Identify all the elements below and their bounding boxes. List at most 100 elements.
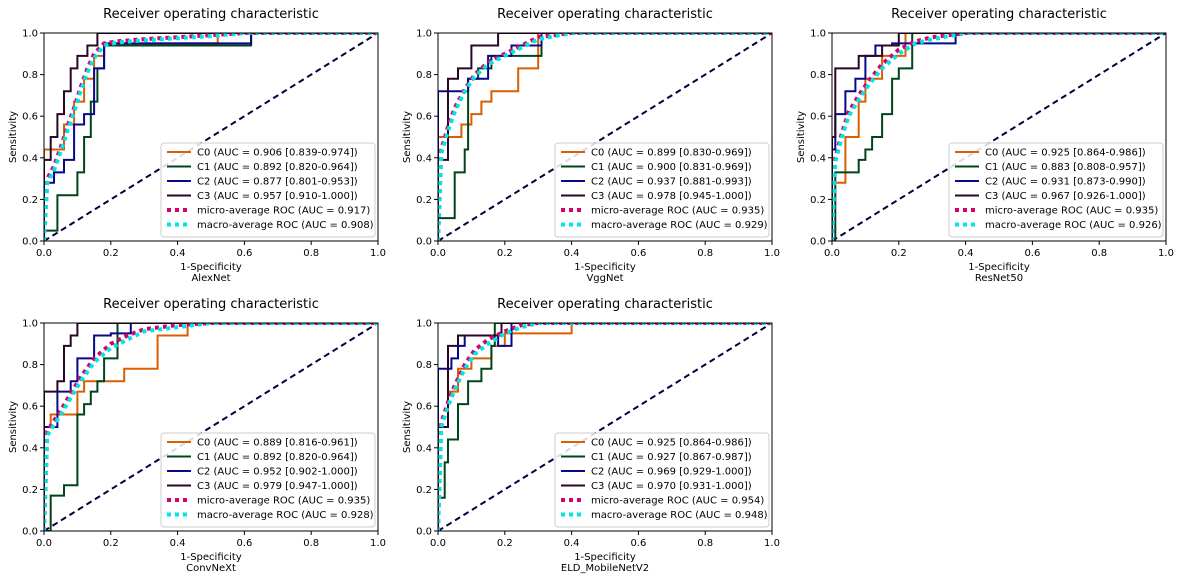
legend-entry-2: C1 (AUC = 0.883 [0.808-0.957]) — [985, 162, 1146, 173]
y-tick-label: 0.4 — [22, 153, 38, 164]
legend-box — [554, 432, 770, 528]
series-group — [44, 33, 378, 241]
chance-diagonal-line — [438, 33, 772, 241]
series-line-4 — [44, 323, 378, 531]
series-line-1 — [832, 33, 1166, 241]
series-line-3 — [438, 33, 772, 241]
legend-entry-3: C2 (AUC = 0.937 [0.881-0.993]) — [591, 177, 752, 188]
series-line-2 — [44, 33, 378, 241]
series-line-6 — [44, 323, 378, 531]
y-tick-label: 1.0 — [416, 319, 432, 330]
series-line-6 — [438, 33, 772, 241]
series-line-4 — [832, 33, 1166, 241]
chart-title: Receiver operating characteristic — [103, 7, 319, 22]
y-tick-label: 0.4 — [416, 443, 432, 454]
legend-entry-3: C2 (AUC = 0.931 [0.873-0.990]) — [985, 177, 1146, 188]
plot-frame — [437, 32, 773, 242]
x-tick-label: 0.6 — [630, 538, 646, 549]
legend-entry-6: macro-average ROC (AUC = 0.948) — [591, 510, 768, 521]
y-tick-label: 0.2 — [22, 485, 38, 496]
legend: C0 (AUC = 0.925 [0.864-0.986]) C1 (AUC = … — [554, 432, 770, 528]
chance-diagonal-line — [438, 323, 772, 531]
series-group — [438, 323, 772, 531]
y-axis-label: Sensitivity — [402, 401, 413, 453]
y-tick-label: 0.2 — [22, 195, 38, 206]
y-tick-label: 0.8 — [22, 360, 38, 371]
legend-entry-4: C3 (AUC = 0.978 [0.945-1.000]) — [591, 191, 752, 202]
series-line-2 — [44, 323, 378, 531]
x-tick-label: 0.2 — [497, 248, 513, 259]
y-axis-label: Sensitivity — [796, 111, 807, 163]
x-axis-label: 1-Specificity — [180, 552, 242, 563]
legend-entry-5: micro-average ROC (AUC = 0.954) — [591, 496, 764, 507]
legend-entry-2: C1 (AUC = 0.927 [0.867-0.987]) — [591, 452, 752, 463]
x-tick-label: 1.0 — [370, 538, 386, 549]
series-line-2 — [832, 33, 1166, 241]
legend-entry-5: micro-average ROC (AUC = 0.917) — [197, 206, 370, 217]
y-tick-label: 0.4 — [22, 443, 38, 454]
y-axis-label: Sensitivity — [8, 401, 19, 453]
series-line-3 — [44, 33, 378, 241]
y-tick-label: 0.0 — [416, 527, 432, 538]
y-tick-label: 0.2 — [416, 195, 432, 206]
legend-entry-3: C2 (AUC = 0.952 [0.902-1.000]) — [197, 467, 358, 478]
x-tick-label: 0.4 — [564, 538, 580, 549]
y-tick-label: 0.6 — [416, 402, 432, 413]
x-tick-label: 0.0 — [430, 538, 446, 549]
legend-entry-1: C0 (AUC = 0.925 [0.864-0.986]) — [985, 148, 1146, 159]
legend-entry-1: C0 (AUC = 0.925 [0.864-0.986]) — [591, 438, 752, 449]
x-tick-label: 0.2 — [103, 248, 119, 259]
chance-diagonal-line — [44, 33, 378, 241]
y-tick-label: 1.0 — [22, 29, 38, 40]
legend-entry-6: macro-average ROC (AUC = 0.908) — [197, 220, 374, 231]
legend-entry-4: C3 (AUC = 0.957 [0.910-1.000]) — [197, 191, 358, 202]
series-group — [832, 33, 1166, 241]
legend-entry-5: micro-average ROC (AUC = 0.935) — [197, 496, 370, 507]
axis-ticks: 0.0 0.2 0.4 0.6 0.8 1.0 0.0 0.2 0.4 0.6 0.8 1.0 — [22, 29, 386, 260]
x-tick-label: 1.0 — [1158, 248, 1174, 259]
legend: C0 (AUC = 0.899 [0.830-0.969]) C1 (AUC = … — [554, 142, 770, 238]
model-name-label: VggNet — [586, 273, 623, 284]
x-tick-label: 0.4 — [564, 248, 580, 259]
legend-entry-5: micro-average ROC (AUC = 0.935) — [591, 206, 764, 217]
x-tick-label: 0.6 — [1024, 248, 1040, 259]
chart-title: Receiver operating characteristic — [497, 7, 713, 22]
chart-title: Receiver operating characteristic — [497, 297, 713, 312]
x-tick-label: 1.0 — [764, 538, 780, 549]
y-axis-label: Sensitivity — [402, 111, 413, 163]
series-line-3 — [438, 323, 772, 531]
x-tick-label: 0.8 — [697, 538, 713, 549]
y-tick-label: 1.0 — [810, 29, 826, 40]
x-tick-label: 1.0 — [764, 248, 780, 259]
legend: C0 (AUC = 0.906 [0.839-0.974]) C1 (AUC = … — [160, 142, 376, 238]
x-tick-label: 0.0 — [824, 248, 840, 259]
plot-frame — [43, 32, 379, 242]
legend-entry-2: C1 (AUC = 0.892 [0.820-0.964]) — [197, 162, 358, 173]
x-tick-label: 0.2 — [103, 538, 119, 549]
legend: C0 (AUC = 0.925 [0.864-0.986]) C1 (AUC = … — [948, 142, 1164, 238]
x-tick-label: 0.4 — [170, 538, 186, 549]
legend-entry-2: C1 (AUC = 0.892 [0.820-0.964]) — [197, 452, 358, 463]
legend-entry-1: C0 (AUC = 0.899 [0.830-0.969]) — [591, 148, 752, 159]
chart-title: Receiver operating characteristic — [103, 297, 319, 312]
y-tick-label: 0.8 — [22, 70, 38, 81]
x-tick-label: 0.8 — [1091, 248, 1107, 259]
y-tick-label: 0.8 — [416, 360, 432, 371]
roc-panel-3: Receiver operating characteristic 0.0 0.2 0… — [796, 7, 1174, 284]
chart-title: Receiver operating characteristic — [891, 7, 1107, 22]
series-line-2 — [438, 323, 772, 531]
series-line-4 — [438, 33, 772, 241]
chance-diagonal-line — [44, 323, 378, 531]
series-line-4 — [44, 33, 378, 241]
x-axis-label: 1-Specificity — [968, 262, 1030, 273]
legend-entry-4: C3 (AUC = 0.979 [0.947-1.000]) — [197, 481, 358, 492]
legend-entry-6: macro-average ROC (AUC = 0.929) — [591, 220, 768, 231]
plot-frame — [43, 322, 379, 532]
legend-box — [160, 432, 376, 528]
x-tick-label: 0.2 — [891, 248, 907, 259]
y-tick-label: 1.0 — [416, 29, 432, 40]
y-tick-label: 0.4 — [416, 153, 432, 164]
